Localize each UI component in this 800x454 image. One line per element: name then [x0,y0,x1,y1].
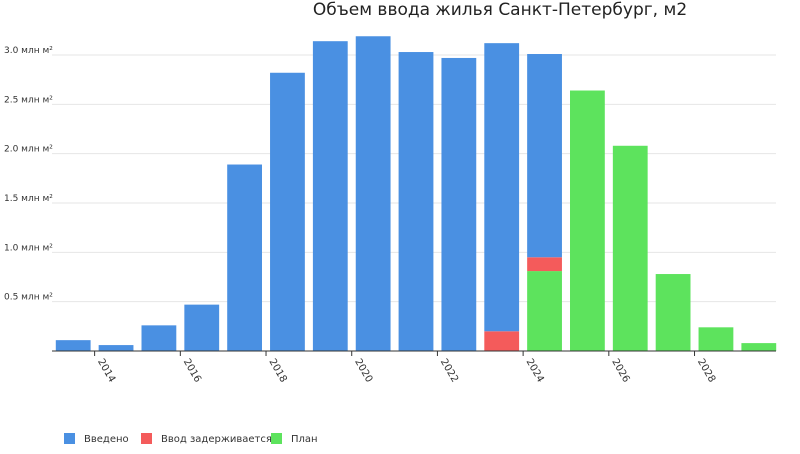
bar-2018-series-2 [270,72,305,351]
x-tick-label: 2026 [609,357,631,385]
bar-2019-series-2 [312,41,348,351]
bar-2027-series-0 [655,274,691,351]
bar-2013-series-2 [55,340,91,351]
bar-2016-series-2 [184,304,220,351]
legend-label-1: Ввод задерживается [161,434,272,445]
x-tick-label: 2022 [438,357,460,385]
x-tick-label: 2024 [524,357,546,385]
bar-2023-series-2 [484,43,520,332]
chart-title: Объем ввода жилья Санкт-Петербург, м2 [313,0,687,20]
legend-swatch-0 [64,433,75,444]
y-axis-ticks: 0.5 млн м² 1.0 млн м² 1.5 млн м² 2.0 млн м²… [4,46,53,303]
bar-2025-series-0 [570,90,605,352]
bar-2015-series-2 [141,325,177,351]
bar-2026-series-0 [612,145,648,351]
bar-2028-series-0 [698,327,734,351]
y-tick-label: 0.5 млн м² [4,293,53,303]
bars [55,36,777,352]
y-tick-label: 1.0 млн м² [4,243,53,253]
y-tick-label: 3.0 млн м² [4,46,53,56]
legend: Введено Ввод задерживается План [64,433,318,445]
x-axis-ticks: 2014 2016 2018 2020 2022 2024 2026 2028 [94,351,717,385]
bar-2020-series-2 [355,36,391,351]
bar-2024-series-0 [527,271,562,351]
y-tick-label: 2.5 млн м² [4,95,53,105]
bar-2014-series-2 [98,345,134,351]
bar-2029-series-0 [741,343,777,351]
bar-2022-series-2 [441,57,477,352]
x-tick-label: 2028 [695,357,717,385]
x-tick-label: 2016 [181,357,203,385]
bar-2024-series-2 [527,54,562,258]
x-tick-label: 2020 [352,357,374,385]
y-tick-label: 1.5 млн м² [4,194,53,204]
x-tick-label: 2014 [95,357,117,385]
x-tick-label: 2018 [266,357,288,385]
legend-swatch-1 [141,433,152,444]
bar-2021-series-2 [398,52,434,351]
bar-2017-series-2 [227,164,262,351]
y-tick-label: 2.0 млн м² [4,145,53,155]
bar-2023-series-1 [484,331,520,351]
legend-swatch-2 [271,433,282,444]
legend-label-0: Введено [84,434,129,445]
legend-label-2: План [291,434,318,445]
bar-2024-series-1 [527,257,562,272]
